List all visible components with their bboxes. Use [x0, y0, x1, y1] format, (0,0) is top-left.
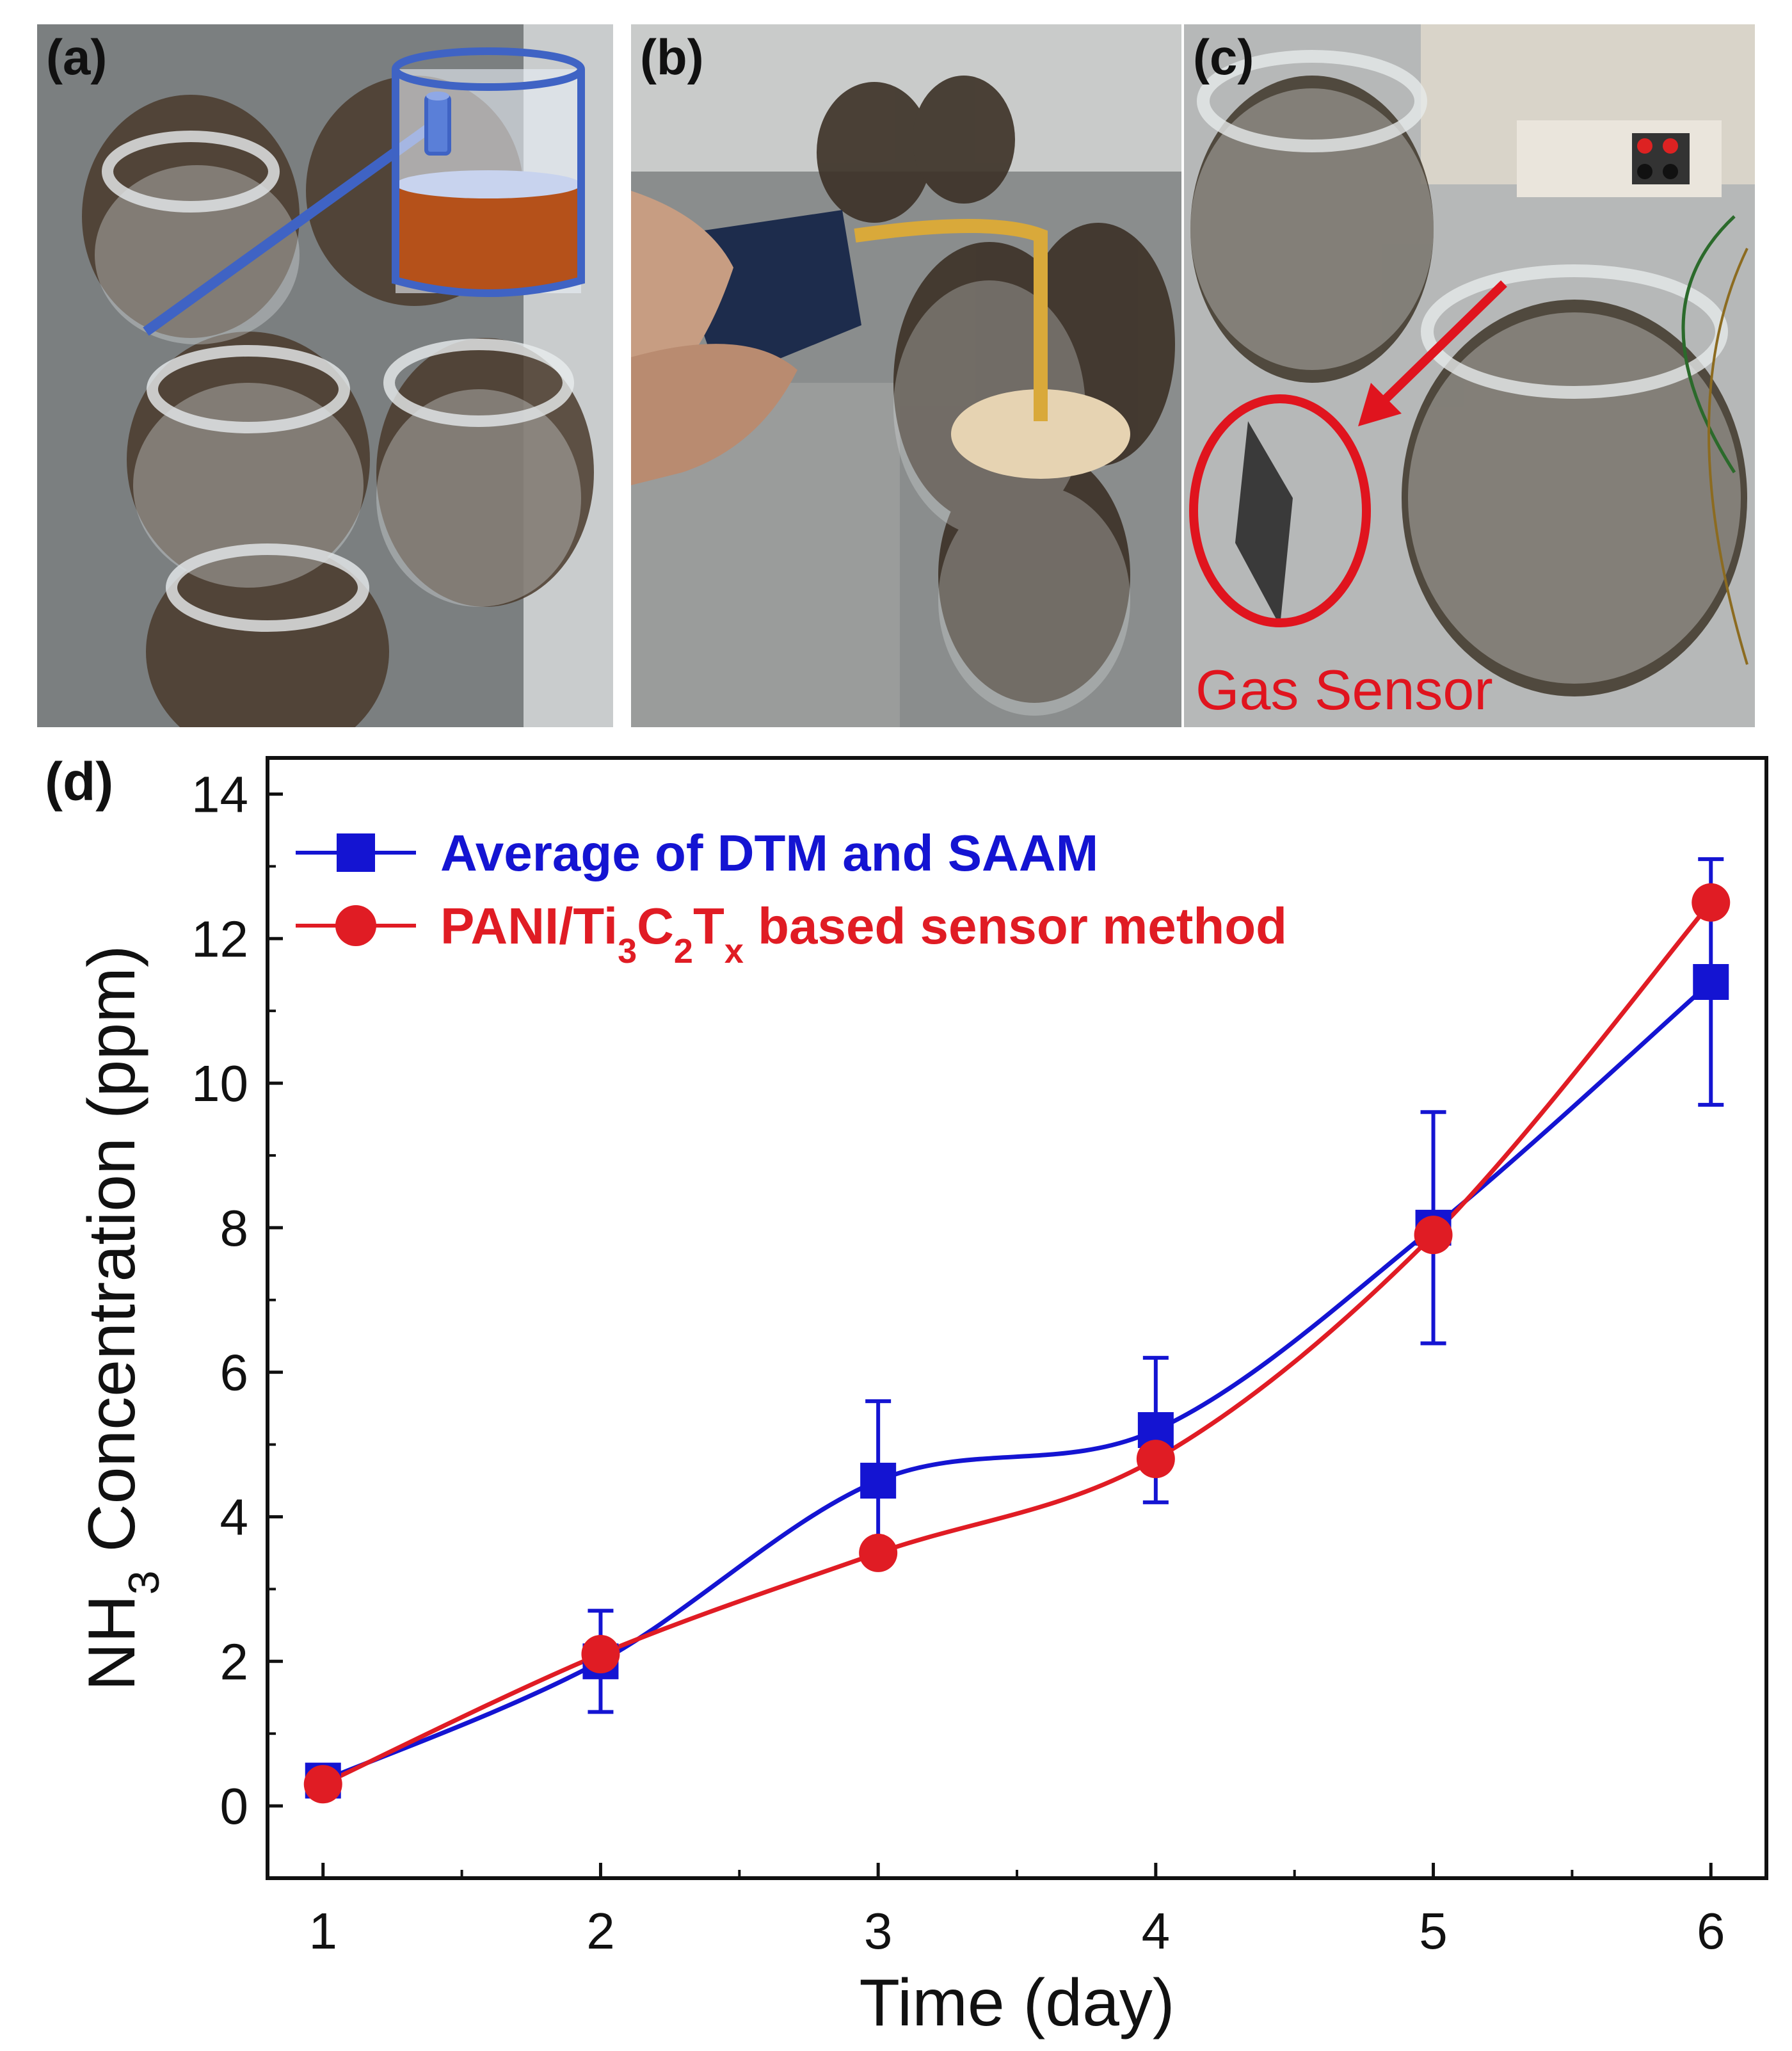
x-tick-label: 3 — [864, 1902, 893, 1959]
y-tick-label: 14 — [191, 766, 248, 823]
legend: Average of DTM and SAAM PANI/Ti3C2Tx bas… — [296, 824, 1287, 970]
panel-label-c: (c) — [1193, 29, 1254, 85]
data-point-circle — [1136, 1440, 1175, 1479]
schematic-pointer-line — [143, 122, 434, 336]
sensor-arrow-shaft — [1373, 280, 1507, 412]
data-point-circle — [1692, 883, 1731, 922]
y-tick-labels: 0 2 4 6 8 10 12 14 — [191, 766, 248, 1835]
y-tick-label: 6 — [220, 1344, 249, 1401]
photo-panel-a: (a) — [37, 24, 613, 727]
data-point-circle — [581, 1635, 620, 1673]
x-tick-label: 4 — [1142, 1902, 1171, 1959]
data-point-square — [860, 1463, 897, 1499]
y-axis-title-rest: Concentration (ppm) — [75, 945, 149, 1571]
y-tick-label: 0 — [220, 1778, 249, 1835]
y-axis-title-main: NH — [75, 1595, 149, 1691]
pump-photo-b — [631, 24, 1181, 727]
x-tick-labels: 1 2 3 4 5 6 — [308, 1902, 1725, 1959]
series-layer — [303, 857, 1731, 1804]
x-axis-title: Time (day) — [859, 1966, 1174, 2040]
container-schematic — [143, 47, 585, 336]
y-axis-title-sub: 3 — [120, 1570, 168, 1595]
schematic-tube — [424, 94, 451, 156]
y-tick-label: 8 — [220, 1200, 249, 1257]
data-point-circle — [303, 1765, 342, 1804]
legend-marker-square — [337, 833, 375, 872]
y-tick-label: 12 — [191, 910, 248, 967]
x-tick-label: 1 — [308, 1902, 337, 1959]
photo-panel-c: Gas Sensor (c) — [1184, 24, 1755, 727]
schematic-liquid — [396, 184, 581, 293]
panel-label-d: (d) — [45, 752, 113, 812]
panel-label-b: (b) — [640, 29, 704, 85]
series-line-1 — [322, 980, 1713, 1783]
data-point-circle — [1414, 1216, 1453, 1255]
y-axis-title: NH3 Concentration (ppm) — [75, 945, 168, 1691]
x-tick-label: 6 — [1697, 1902, 1725, 1959]
legend-marker-circle — [335, 905, 376, 946]
y-tick-label: 10 — [191, 1055, 248, 1112]
photo-panel-b: (b) — [631, 24, 1181, 727]
legend-label-1: Average of DTM and SAAM — [440, 824, 1098, 881]
panel-label-a: (a) — [46, 29, 108, 85]
y-tick-label: 4 — [220, 1488, 249, 1545]
sensor-highlight-circle — [1189, 394, 1371, 627]
data-point-square — [1693, 964, 1729, 1000]
hand — [631, 191, 733, 383]
sensor-chip — [1235, 421, 1293, 626]
series-line-2 — [322, 901, 1713, 1787]
data-point-circle — [859, 1533, 898, 1572]
stopper — [951, 389, 1130, 479]
axis-ticks — [268, 792, 1713, 1878]
y-tick-label: 2 — [220, 1633, 249, 1690]
x-tick-label: 2 — [586, 1902, 615, 1959]
sensor-arrow-head — [1358, 383, 1402, 426]
x-tick-label: 5 — [1419, 1902, 1448, 1959]
sensor-photo-c: Gas Sensor — [1184, 24, 1755, 727]
legend-label-2: PANI/Ti3C2Tx based sensor method — [440, 897, 1287, 970]
gas-sensor-label: Gas Sensor — [1196, 658, 1493, 721]
sampling-tube — [854, 219, 1048, 421]
